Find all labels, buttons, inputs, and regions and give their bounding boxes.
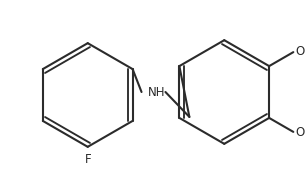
- Text: F: F: [84, 153, 91, 166]
- Text: NH: NH: [147, 85, 165, 98]
- Text: O: O: [295, 45, 304, 58]
- Text: O: O: [295, 126, 304, 139]
